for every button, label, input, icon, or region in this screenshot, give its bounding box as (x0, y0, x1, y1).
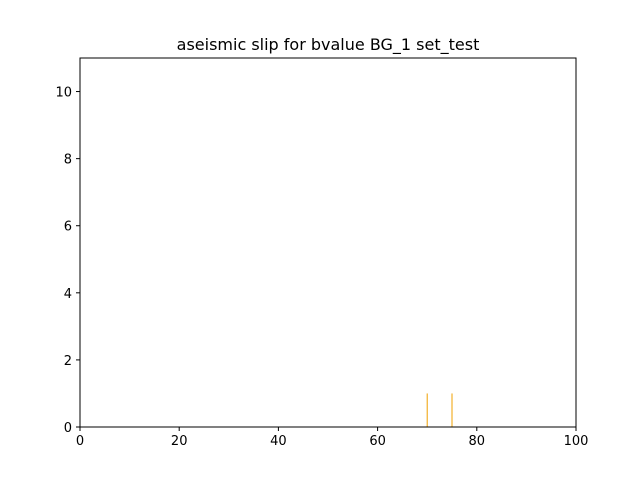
x-tick-label: 100 (564, 434, 589, 449)
y-tick-label: 6 (64, 220, 72, 235)
y-tick-label: 10 (55, 86, 72, 101)
x-axis: 0 20 40 60 80 100 (76, 427, 589, 449)
bar (426, 393, 428, 427)
x-tick-label: 60 (369, 434, 386, 449)
x-tick-label: 0 (76, 434, 84, 449)
x-tick-label: 40 (270, 434, 287, 449)
x-tick-label: 20 (171, 434, 188, 449)
x-tick-label: 80 (469, 434, 486, 449)
y-tick-label: 2 (64, 354, 72, 369)
chart-title: aseismic slip for bvalue BG_1 set_test (177, 35, 480, 55)
bars-layer (426, 393, 453, 427)
bar (451, 393, 453, 427)
y-tick-label: 4 (64, 287, 72, 302)
y-tick-label: 0 (64, 421, 72, 436)
y-axis: 0 2 4 6 8 10 (55, 86, 80, 436)
y-tick-label: 8 (64, 153, 72, 168)
plot-frame (79, 57, 577, 428)
